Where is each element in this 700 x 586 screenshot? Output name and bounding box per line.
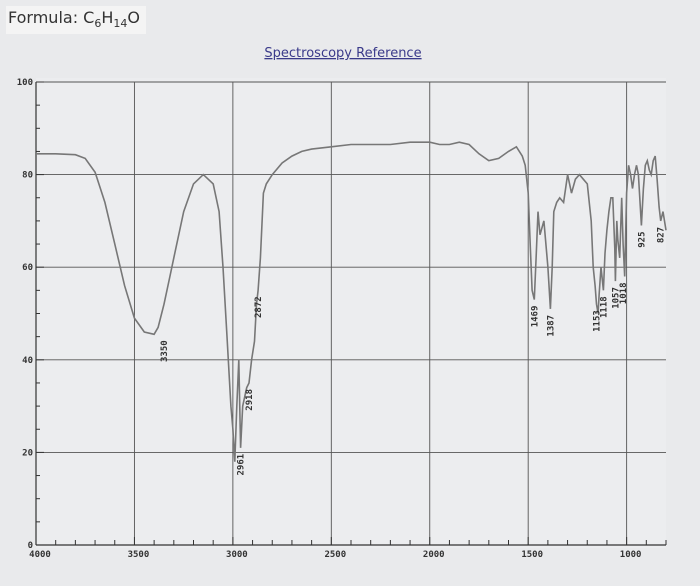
y-tick-label: 60 [22, 263, 33, 273]
peak-label: 2918 [245, 389, 255, 411]
formula-part: H [101, 8, 114, 27]
formula-part: 14 [113, 17, 128, 31]
peak-label: 1387 [546, 315, 556, 337]
tick-labels: 4000 3500 3000 2500 2000 1500 1000 0 20 40 60 80 100 [17, 78, 642, 560]
y-tick-label: 20 [22, 448, 33, 458]
x-tick-label: 2000 [423, 550, 445, 560]
formula-part: C [83, 8, 95, 27]
formula-part: O [127, 8, 140, 27]
x-tick-label: 4000 [29, 550, 51, 560]
peak-label: 3350 [160, 340, 170, 362]
y-tick-label: 40 [22, 356, 33, 366]
formula-prefix: Formula: [8, 8, 84, 27]
y-tick-label: 80 [22, 171, 33, 181]
x-tick-label: 1000 [620, 550, 642, 560]
formula-label: Formula: C6H14O [6, 6, 146, 35]
peak-label: 1469 [530, 306, 540, 328]
x-tick-label: 1500 [521, 550, 543, 560]
x-tick-label: 3500 [128, 550, 150, 560]
formula-value: C6H14O [83, 8, 140, 31]
plot-background [36, 78, 666, 548]
y-tick-label: 0 [28, 541, 33, 551]
peak-label: 827 [657, 227, 667, 243]
axes [35, 81, 667, 546]
grid-lines [36, 81, 666, 545]
spectrum-series-line [36, 141, 667, 462]
formula-part: 6 [94, 17, 102, 31]
peak-label: 1018 [619, 283, 629, 305]
peak-label: 1153 [593, 310, 603, 332]
peak-label: 1057 [611, 287, 621, 309]
y-tick-label: 100 [17, 78, 33, 88]
x-tick-label: 3000 [226, 550, 248, 560]
x-tick-label: 2500 [324, 550, 346, 560]
chart-title: Spectroscopy Reference [264, 46, 421, 61]
peak-label: 1118 [599, 296, 609, 318]
peak-label: 2961 [237, 454, 247, 476]
peak-label: 925 [637, 232, 647, 248]
peak-label: 2872 [254, 296, 264, 318]
